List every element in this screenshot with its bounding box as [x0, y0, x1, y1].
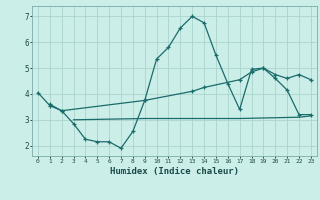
X-axis label: Humidex (Indice chaleur): Humidex (Indice chaleur)	[110, 167, 239, 176]
